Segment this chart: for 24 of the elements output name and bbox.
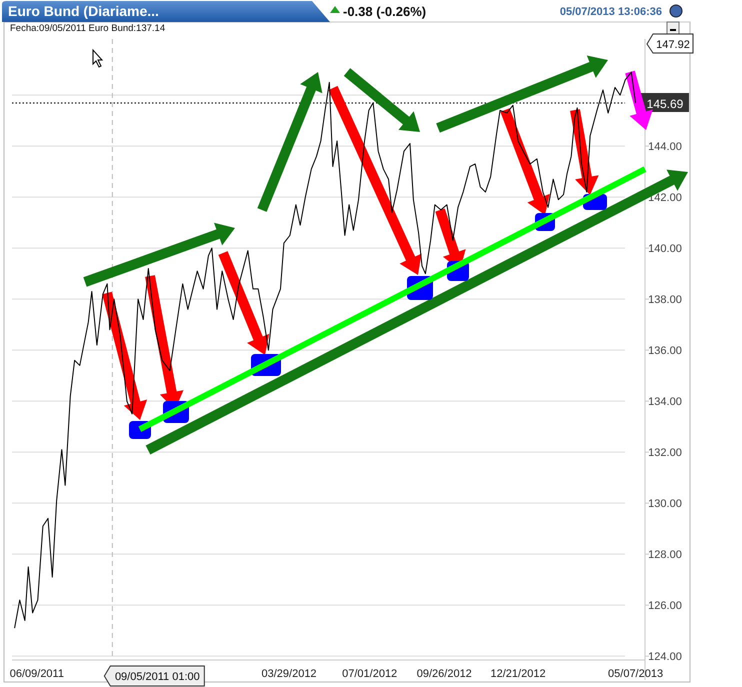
y-tick-label: 128.00 — [648, 549, 682, 562]
x-tick-label: 09/26/2012 — [416, 668, 472, 680]
x-tick-label: 12/21/2012 — [490, 668, 546, 680]
ref-line-label: 09/05/2011 01:00 — [114, 671, 200, 683]
text: 147.92 — [656, 39, 690, 51]
y-tick-label: 140.00 — [648, 243, 682, 256]
chart-subtitle: -0.38 (-0.26%) — [343, 4, 426, 19]
y-tick-label: 144.00 — [648, 141, 682, 154]
x-tick-label: 03/29/2012 — [262, 668, 317, 680]
y-tick-label: 136.00 — [648, 345, 682, 358]
y-tick-label: 138.00 — [648, 294, 682, 306]
text: 05/07/2013 13:06:36 — [560, 6, 662, 18]
x-tick-label: 07/01/2012 — [342, 668, 398, 680]
y-tick-label: 124.00 — [648, 651, 682, 664]
text: Fecha:09/05/2011 Euro Bund:137.14 — [10, 23, 166, 34]
y-tick-label: 134.00 — [648, 396, 682, 408]
y-tick-label: 126.00 — [648, 600, 682, 612]
y-tick-label: 130.00 — [648, 498, 682, 510]
ref-line-label: 145.69 — [646, 97, 684, 112]
y-tick-label: 132.00 — [648, 447, 682, 460]
x-tick-label: 05/07/2013 — [608, 668, 664, 680]
chart-title: Euro Bund (Diariame... — [8, 3, 159, 19]
x-tick-label: 06/09/2011 — [10, 668, 64, 680]
line-series — [14, 72, 636, 629]
